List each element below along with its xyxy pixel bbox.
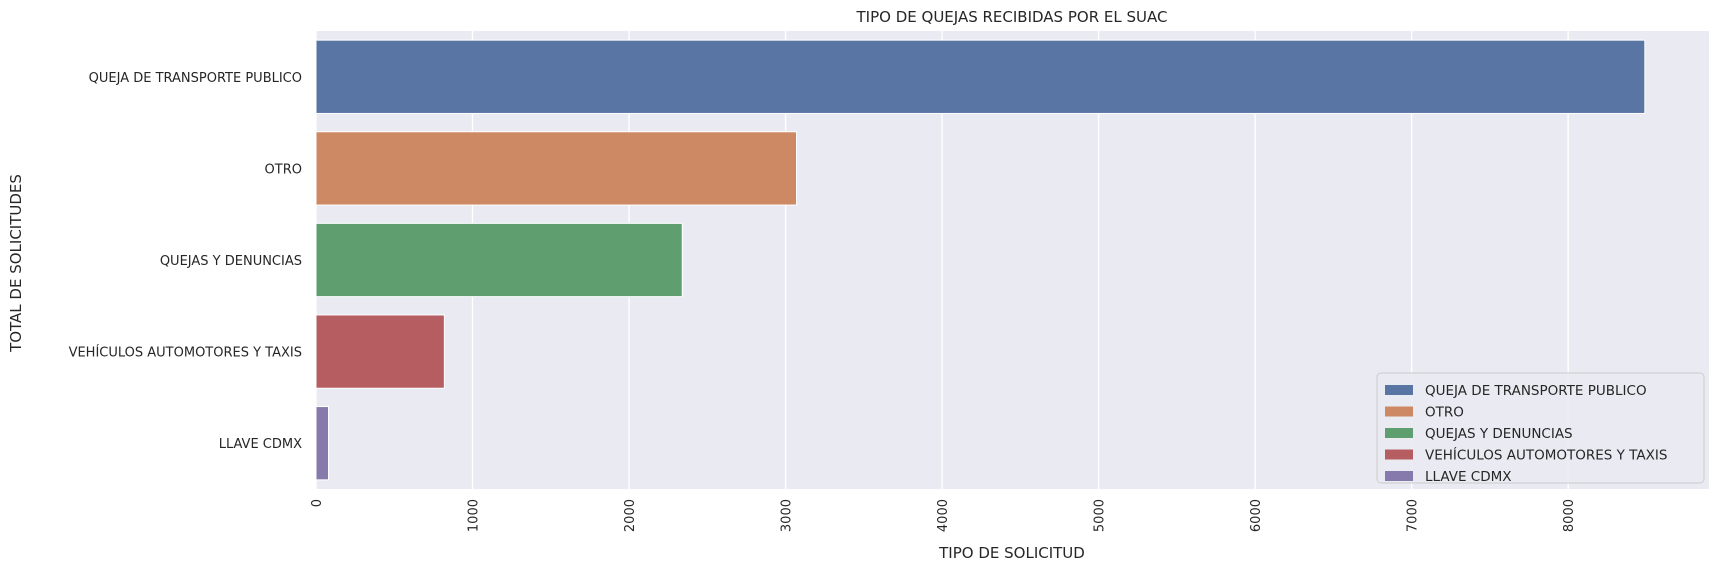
bar (315, 406, 330, 481)
bar (315, 222, 683, 298)
y-tick-label: QUEJAS Y DENUNCIAS (160, 254, 302, 269)
chart-title: TIPO DE QUEJAS RECIBIDAS POR EL SUAC (856, 8, 1168, 26)
x-tick-label: 1000 (467, 499, 482, 532)
legend-swatch (1385, 406, 1413, 417)
x-tick-label: 4000 (936, 499, 951, 532)
legend-swatch (1385, 449, 1413, 460)
x-tick-label: 5000 (1093, 499, 1108, 532)
y-axis-label: TOTAL DE SOLICITUDES (7, 174, 25, 353)
legend-swatch (1385, 428, 1413, 438)
x-tick-label: 3000 (780, 499, 795, 532)
legend-box (1376, 372, 1705, 484)
bar (315, 131, 798, 206)
y-tick-label: OTRO (265, 162, 302, 177)
x-tick-label: 6000 (1249, 499, 1264, 532)
x-axis-label: TIPO DE SOLICITUD (938, 544, 1085, 562)
legend-swatch (1385, 471, 1413, 481)
legend-label: OTRO (1425, 405, 1464, 421)
y-tick-label: LLAVE CDMX (219, 437, 302, 452)
y-tick-label: QUEJA DE TRANSPORTE PUBLICO (89, 71, 302, 86)
legend: QUEJA DE TRANSPORTE PUBLICO OTRO QUEJAS Y … (1376, 372, 1705, 485)
bar (315, 39, 1646, 114)
y-tick-label: VEHÍCULOS AUTOMOTORES Y TAXIS (69, 345, 302, 361)
legend-label: QUEJAS Y DENUNCIAS (1425, 426, 1573, 442)
y-tick-labels: QUEJA DE TRANSPORTE PUBLICO OTRO QUEJAS Y … (69, 71, 303, 452)
legend-swatch (1385, 385, 1413, 395)
x-tick-label: 0 (310, 499, 325, 507)
bars (315, 39, 1646, 481)
legend-label: LLAVE CDMX (1425, 469, 1512, 485)
x-tick-label: 8000 (1562, 499, 1577, 532)
x-tick-label: 2000 (623, 499, 638, 532)
bar (315, 314, 445, 389)
x-tick-labels: 0 1000 2000 3000 4000 5000 6000 7000 8000 (310, 499, 1577, 532)
legend-label: QUEJA DE TRANSPORTE PUBLICO (1425, 383, 1647, 399)
x-tick-label: 7000 (1406, 499, 1421, 532)
legend-label: VEHÍCULOS AUTOMOTORES Y TAXIS (1425, 447, 1667, 464)
